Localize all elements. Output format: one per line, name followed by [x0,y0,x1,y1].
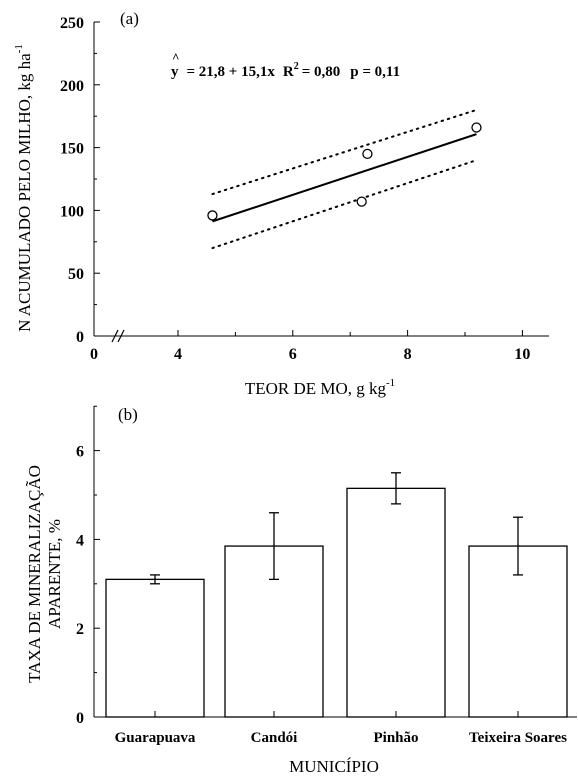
panel-a-xlabel-sup: -1 [386,377,395,389]
panel-a-x-axis-label: TEOR DE MO, g kg-1 [245,377,395,398]
equation-hat: ^ [172,50,180,65]
panel-b-x-axis-label: MUNICÍPIO [289,757,379,776]
panel-a-y-axis-label: N ACUMULADO PELO MILHO, kg ha-1 [13,44,34,332]
data-point [207,210,218,221]
panel-b-y-tick-label: 0 [76,710,84,727]
panel-b-y-tick-label: 2 [76,621,84,638]
panel-a-x-tick-label: 4 [174,346,182,363]
equation-rhs: = 21,8 + 15,1x [187,64,276,80]
panel-b-y-tick-label: 6 [76,444,84,461]
equation-r2-value: = 0,80 [302,64,341,80]
data-point [356,196,367,207]
panel-a-xlabel-text: TEOR DE MO, g kg [245,379,387,398]
equation-r2-label: R [283,64,294,80]
panel-a-x-tick-label: 10 [514,346,530,363]
panel-b-y-axis-label-line2: APARENTE, % [45,519,64,629]
panel-a-x-tick-label: 8 [404,346,412,363]
panel-b-x-tick-label: Pinhão [373,730,418,746]
panel-b-y-ticks: 0 2 4 6 [76,405,100,727]
panel-a-y-tick-label: 200 [60,78,84,95]
panel-b-x-tick-label: Teixeira Soares [469,730,567,746]
panel-b-bars: Guarapuava Candói Pinhão Teixeira Soares [105,472,568,746]
panel-b-y-tick-label: 4 [76,532,84,549]
panel-a-y-tick-label: 0 [76,329,84,346]
panel-a-y-tick-label: 150 [60,141,84,158]
panel-b-x-tick-label: Guarapuava [115,730,196,746]
confidence-band-lower [211,159,478,250]
panel-a-points [207,122,482,221]
panel-a-ylabel-text: N ACUMULADO PELO MILHO, kg ha [15,53,34,332]
panel-b: 0 2 4 6 Guarapuava Candói Pinhão Teixeira Soar… [25,405,577,776]
panel-a-x-tick-label: 0 [90,346,98,363]
panel-a-y-tick-label: 100 [60,203,84,220]
panel-a-x-tick-label: 6 [289,346,297,363]
panel-a-axis-break-marker [111,329,125,343]
equation-r2-sup: 2 [294,61,299,72]
panel-b-label: (b) [118,405,138,424]
panel-a-ylabel-sup: -1 [13,44,25,53]
confidence-band-upper [211,108,478,196]
panel-a-label: (a) [120,9,139,28]
panel-b-y-axis-label-line1: TAXA DE MINERALIZAÇÃO [25,465,44,683]
equation-y-symbol: y [171,64,179,80]
panel-a-y-tick-label: 250 [60,15,84,32]
equation-p-value: p = 0,11 [350,64,400,80]
regression-equation: y = 21,8 + 15,1x R2 = 0,80 p = 0,11 [171,61,400,80]
data-point [362,148,373,160]
data-point [471,122,482,133]
panel-b-x-tick-label: Candói [251,730,298,746]
panel-a-x-ticks: 0 4 6 8 10 [90,330,530,363]
bar [105,578,205,718]
bar [346,487,446,718]
panel-a-y-tick-label: 50 [68,266,84,283]
panel-a-y-ticks: 0 50 100 150 200 250 [60,15,100,346]
panel-a: 0 50 100 150 200 250 0 4 6 8 10 (a) y = 21,8 + 15,… [13,9,549,398]
panel-a-regression-line [212,133,477,223]
panel-a-confidence-band [211,108,478,250]
